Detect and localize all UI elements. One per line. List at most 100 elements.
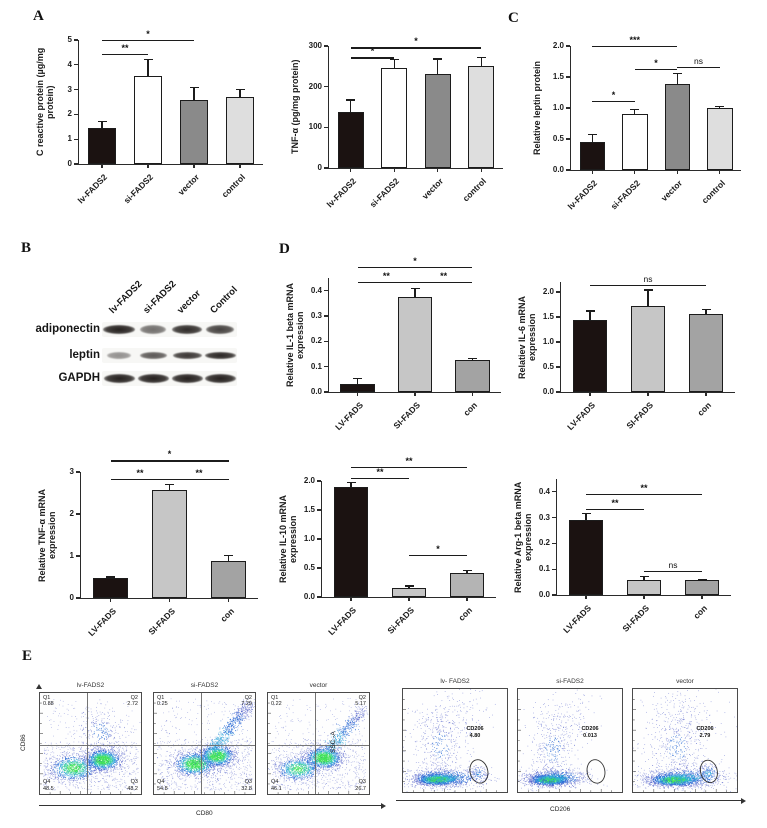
y-tick-label: 0.5 bbox=[542, 362, 554, 371]
significance-line bbox=[351, 477, 409, 479]
y-tick bbox=[324, 340, 328, 342]
flow-quadrant-plot-vector: vector Q1 0.22 Q2 5.17 Q4 46.1 Q3 26.7 bbox=[267, 682, 370, 795]
error-bar bbox=[585, 513, 587, 521]
flow-left-xaxis-line bbox=[39, 805, 381, 807]
error-bar bbox=[227, 555, 230, 562]
quadrant-q2-label: Q2 5.17 bbox=[355, 695, 366, 708]
y-tick bbox=[324, 366, 328, 368]
bar-si-FADS2 bbox=[134, 75, 162, 164]
flow-plot-title: si-FADS2 bbox=[190, 682, 219, 689]
y-tick bbox=[74, 113, 78, 115]
y-tick-label: 0.4 bbox=[538, 486, 550, 496]
blot-lane-strip bbox=[102, 348, 237, 363]
blot-band bbox=[206, 325, 234, 334]
error-bar bbox=[471, 358, 473, 361]
significance-label: ns bbox=[643, 274, 653, 284]
bar-si-FADS2 bbox=[381, 68, 408, 168]
significance-line bbox=[592, 100, 635, 102]
y-tick-label: 0.1 bbox=[538, 564, 550, 574]
y-tick bbox=[324, 167, 328, 169]
error-bar bbox=[480, 57, 482, 67]
x-tick bbox=[591, 170, 593, 174]
x-tick bbox=[589, 392, 591, 396]
x-tick bbox=[357, 392, 359, 396]
error-bar bbox=[239, 89, 241, 98]
error-bar bbox=[647, 290, 649, 306]
flow-gated-plot-si-fads2: si-FADS2 CD206 0.013 bbox=[517, 678, 623, 793]
y-tick bbox=[74, 163, 78, 165]
quadrant-q1-label: Q1 0.22 bbox=[271, 695, 282, 708]
y-tick bbox=[317, 596, 321, 598]
chart-relative-leptin-protein: Relative leptin protein 0.0 0.5 1.0 1.5 2.0 lv… bbox=[530, 32, 746, 234]
y-tick bbox=[324, 126, 328, 128]
x-category-label: con bbox=[695, 400, 714, 418]
error-bar bbox=[414, 288, 416, 297]
y-tick-label: 0.0 bbox=[542, 387, 554, 396]
x-category-label: Si-FADS bbox=[385, 605, 417, 636]
flow-right-xlabel: CD206 bbox=[550, 806, 571, 813]
flow-scatter-canvas bbox=[633, 689, 737, 792]
error-bar-cap bbox=[189, 86, 199, 88]
y-tick bbox=[324, 391, 328, 393]
significance-line bbox=[592, 46, 678, 48]
bar-con bbox=[688, 313, 724, 392]
x-tick bbox=[466, 597, 468, 601]
error-bar-cap bbox=[346, 482, 356, 484]
y-tick-label: 0.4 bbox=[310, 285, 322, 295]
bar-si-FADS2 bbox=[622, 114, 648, 170]
significance-line bbox=[110, 460, 229, 462]
bar-control bbox=[707, 108, 733, 170]
x-category-label: SI-FADS bbox=[624, 400, 656, 431]
y-tick-label: 1.0 bbox=[303, 534, 315, 543]
bar-con bbox=[455, 360, 490, 392]
y-axis-title: Relative IL-1 beta mRNA expression bbox=[285, 282, 305, 388]
significance-line bbox=[350, 57, 395, 59]
error-bar bbox=[634, 109, 636, 115]
significance-line bbox=[357, 281, 415, 284]
error-bar-cap bbox=[467, 357, 477, 360]
error-bar bbox=[719, 106, 721, 108]
error-bar-cap bbox=[701, 308, 711, 311]
y-tick-label: 2.0 bbox=[552, 41, 564, 50]
quadrant-q1-label: Q1 0.88 bbox=[43, 695, 54, 708]
gate-label: CD206 2.79 bbox=[696, 726, 714, 739]
flow-scatter-canvas bbox=[518, 689, 622, 792]
bar-vector bbox=[424, 74, 451, 168]
flow-scatter-canvas bbox=[268, 693, 369, 794]
y-tick bbox=[566, 45, 570, 47]
error-bar-cap bbox=[462, 570, 472, 572]
error-bar bbox=[676, 73, 678, 85]
y-tick bbox=[552, 491, 556, 493]
y-tick bbox=[324, 45, 328, 47]
bar-con bbox=[684, 580, 720, 595]
quadrant-q3-label: Q3 26.7 bbox=[355, 779, 366, 792]
error-bar bbox=[350, 100, 352, 113]
significance-label: ns bbox=[668, 559, 678, 570]
y-tick-label: 1.5 bbox=[542, 312, 554, 321]
plot-area: 0.0 0.5 1.0 1.5 2.0 LV-FADS Si-FADS con ** ** * bbox=[304, 456, 496, 637]
error-bar-cap bbox=[235, 89, 245, 91]
error-bar-cap bbox=[587, 134, 597, 136]
y-tick-label: 0.3 bbox=[538, 512, 550, 522]
bar-LV-FADS bbox=[340, 384, 375, 392]
flow-left-xlabel: CD80 bbox=[196, 810, 213, 817]
blot-band bbox=[137, 374, 169, 383]
x-tick bbox=[480, 168, 482, 172]
significance-label: * bbox=[436, 543, 440, 554]
significance-label: * bbox=[167, 449, 172, 460]
x-tick bbox=[585, 595, 587, 599]
flow-left-xaxis-arrow-icon bbox=[381, 802, 386, 809]
significance-line bbox=[351, 467, 467, 469]
x-tick bbox=[227, 598, 230, 602]
error-bar-cap bbox=[581, 513, 591, 515]
x-category-label: SI-FADS bbox=[620, 603, 652, 634]
x-category-label: LV-FADS bbox=[561, 603, 594, 636]
y-tick-label: 1.5 bbox=[552, 72, 564, 81]
significance-line bbox=[357, 266, 473, 268]
significance-line bbox=[169, 479, 229, 481]
y-tick-label: 0.5 bbox=[552, 134, 564, 143]
bar-con bbox=[210, 561, 247, 598]
y-axis-title: TNF-α (pg/mg protein) bbox=[290, 59, 300, 155]
bar-SI-FADS bbox=[626, 580, 662, 595]
x-tick bbox=[393, 168, 395, 172]
